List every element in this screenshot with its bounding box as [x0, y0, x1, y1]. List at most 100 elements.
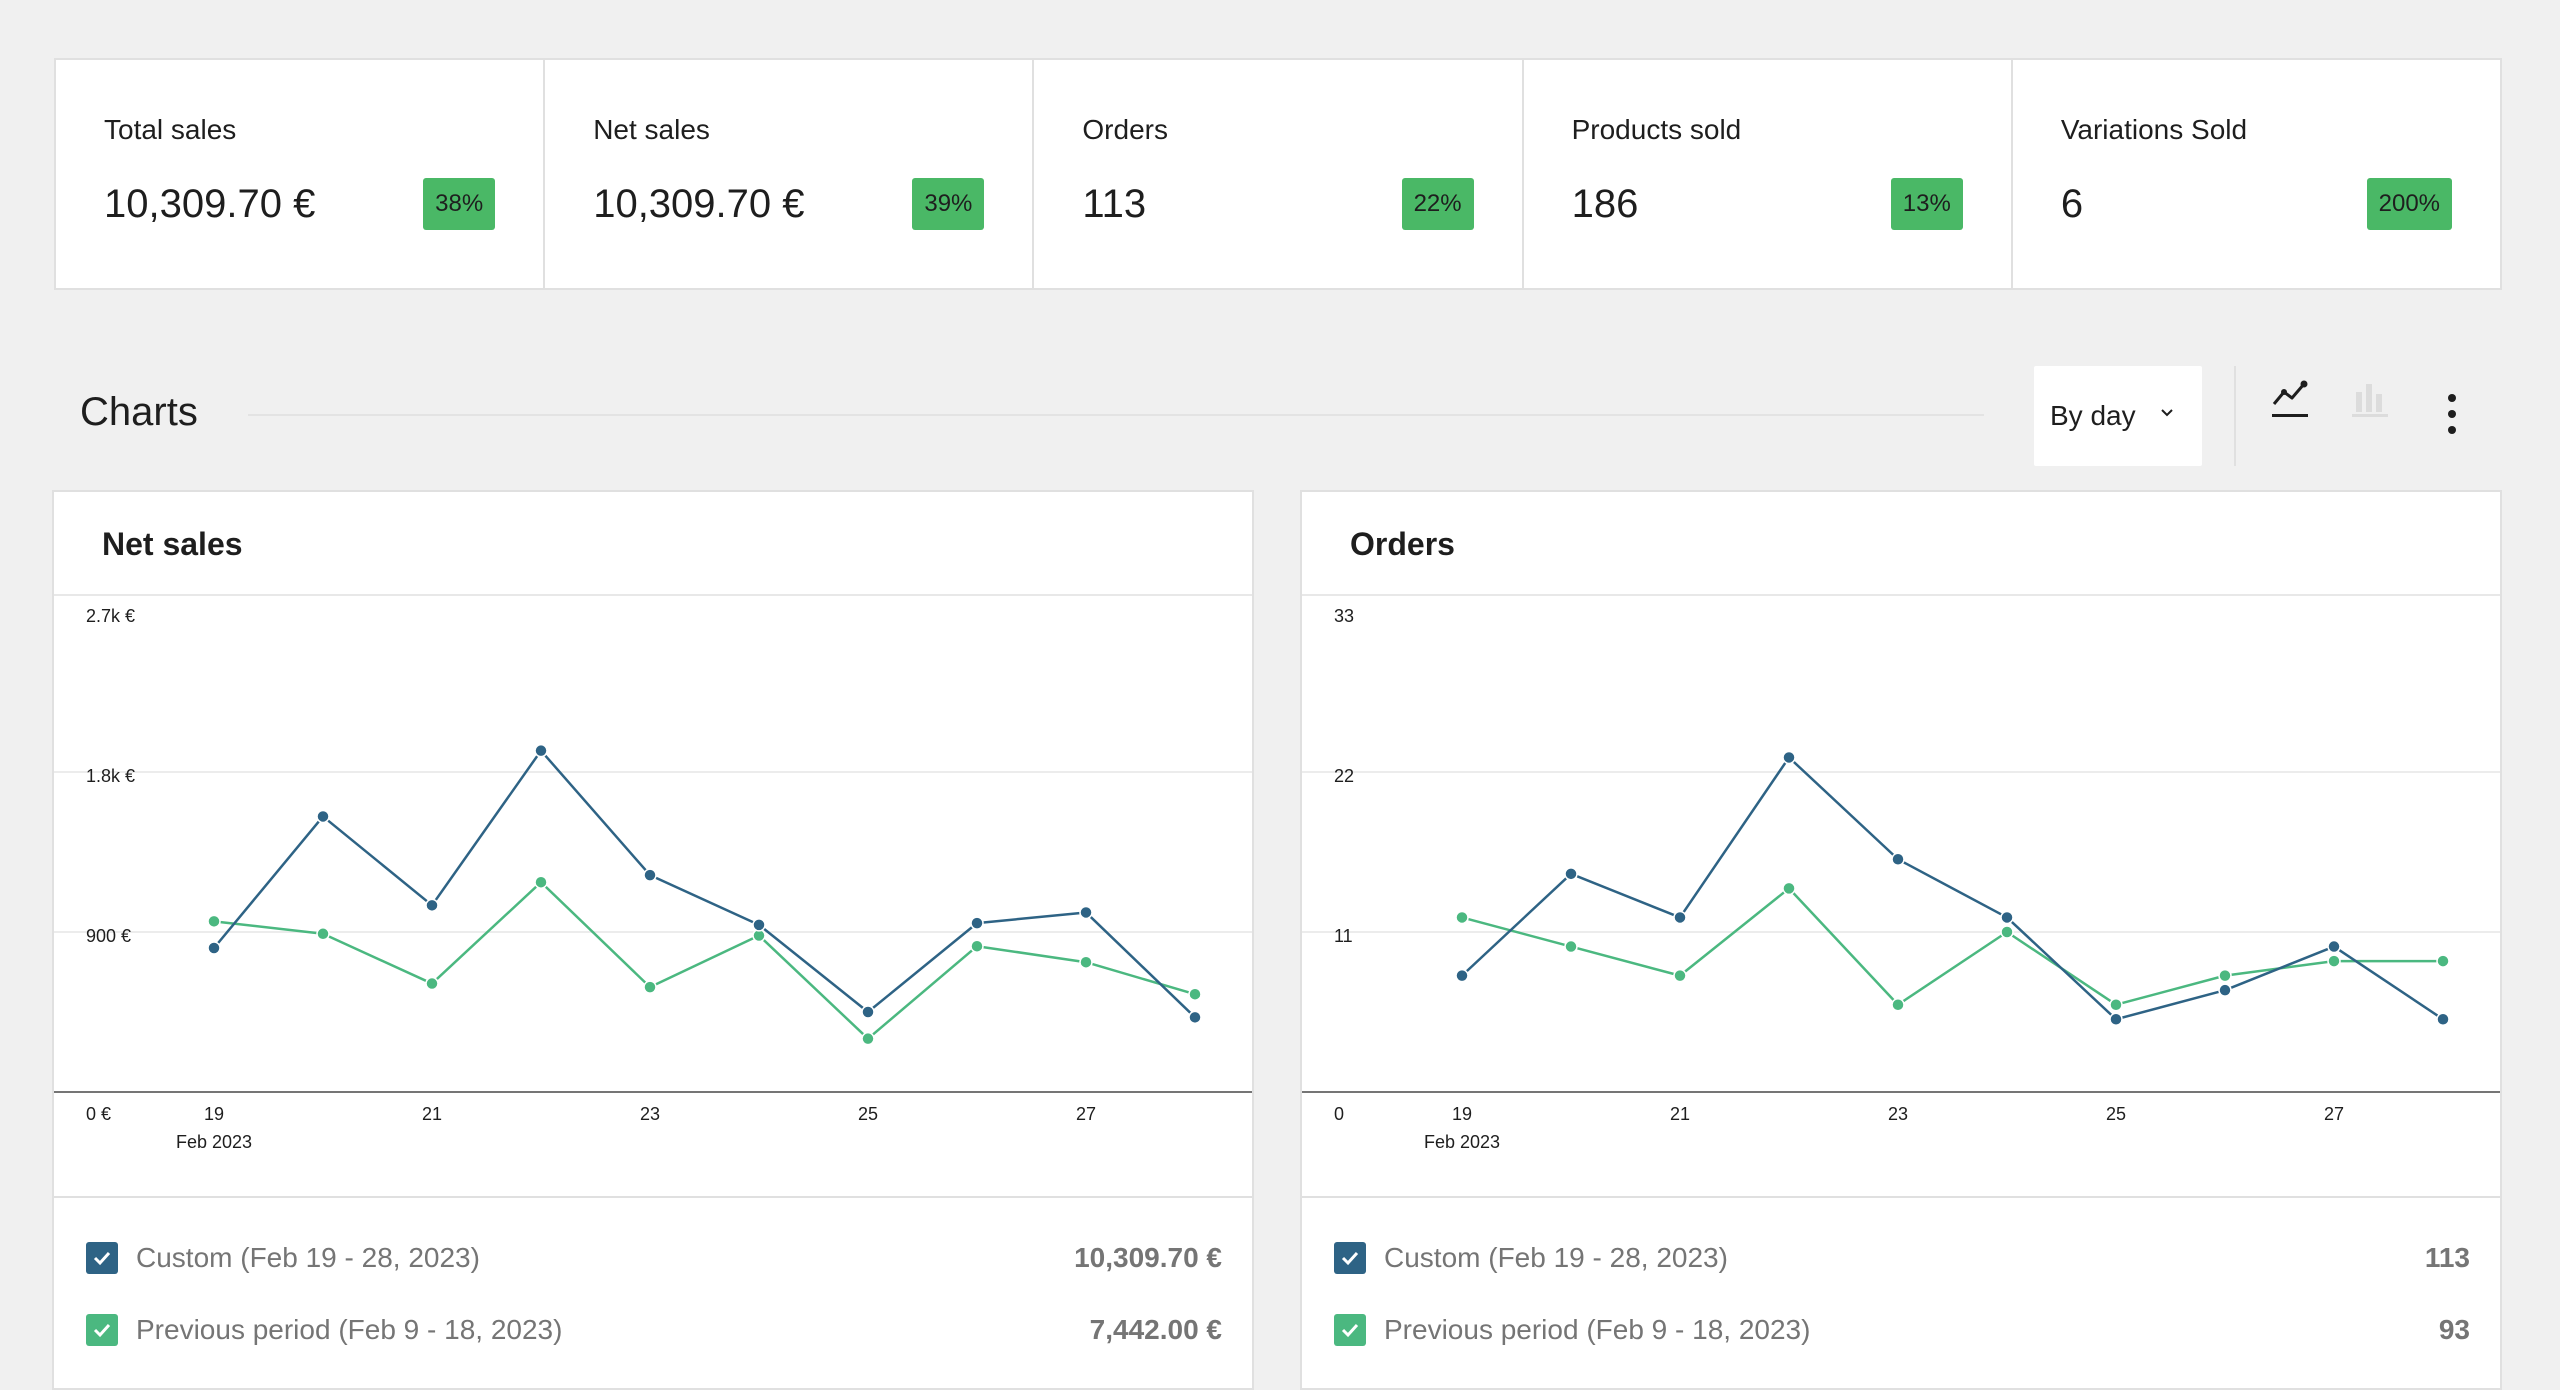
- data-point-current[interactable]: [970, 916, 984, 930]
- stat-orders[interactable]: Orders 113 22%: [1034, 60, 1524, 288]
- legend-label: Custom (Feb 19 - 28, 2023): [136, 1242, 480, 1273]
- delta-badge: 38%: [423, 178, 496, 230]
- checkbox[interactable]: [86, 1314, 118, 1346]
- bar-chart-icon[interactable]: [2342, 370, 2402, 430]
- data-point-current[interactable]: [1673, 910, 1687, 925]
- series-line-current: [213, 749, 1196, 1019]
- toolbar-separator: [2234, 366, 2236, 466]
- checkbox[interactable]: [1334, 1314, 1366, 1346]
- data-point-current[interactable]: [425, 898, 439, 913]
- data-point-previous[interactable]: [2109, 997, 2123, 1012]
- legend-item-current[interactable]: Custom (Feb 19 - 28, 2023) 113: [1334, 1238, 2470, 1278]
- more-vertical-icon[interactable]: [2422, 386, 2482, 446]
- data-point-previous[interactable]: [534, 875, 548, 889]
- data-point-previous[interactable]: [1891, 997, 1905, 1012]
- y-tick-label: 1.8k €: [86, 766, 135, 786]
- data-point-previous[interactable]: [1188, 987, 1202, 1001]
- stat-value: 6: [2060, 182, 2084, 226]
- orders-chart[interactable]: 0 11 22 33 19 21 23 25 27 Feb 2023: [1302, 596, 2500, 1196]
- data-point-previous[interactable]: [425, 976, 439, 991]
- checkbox[interactable]: [86, 1242, 118, 1274]
- data-point-current[interactable]: [1564, 867, 1578, 881]
- data-point-current[interactable]: [1782, 750, 1796, 765]
- data-point-previous[interactable]: [861, 1031, 875, 1046]
- stat-label: Net sales: [593, 114, 710, 145]
- check-icon: [1341, 1323, 1359, 1338]
- y-tick-label: 0: [1334, 1104, 1344, 1124]
- chart-card-net-sales: Net sales 0 € 900 € 1.8k € 2.7k € 19 21 23 25 27…: [52, 490, 1254, 1390]
- x-axis-sublabel: Feb 2023: [1424, 1132, 1500, 1152]
- x-tick-label: 23: [1888, 1104, 1908, 1124]
- interval-select[interactable]: By day: [2034, 366, 2202, 466]
- legend-item-previous[interactable]: Previous period (Feb 9 - 18, 2023) 7,442…: [86, 1310, 1222, 1350]
- y-tick-label: 22: [1334, 766, 1354, 786]
- x-tick-label: 19: [204, 1104, 224, 1124]
- interval-select-value: By day: [2050, 400, 2136, 431]
- stat-value: 10,309.70 €: [593, 182, 805, 226]
- checkbox[interactable]: [1334, 1242, 1366, 1274]
- data-point-current[interactable]: [207, 941, 221, 955]
- stat-variations-sold[interactable]: Variations Sold 6 200%: [2013, 60, 2500, 288]
- stat-label: Products sold: [1571, 114, 1742, 145]
- x-tick-label: 19: [1452, 1104, 1472, 1124]
- legend-total: 93: [2438, 1314, 2470, 1345]
- data-point-current[interactable]: [316, 809, 330, 824]
- legend-total: 7,442.00 €: [1089, 1314, 1222, 1345]
- delta-badge: 22%: [1401, 178, 1474, 230]
- data-point-current[interactable]: [2218, 983, 2232, 997]
- data-point-previous[interactable]: [2000, 925, 2014, 939]
- data-point-previous[interactable]: [1455, 910, 1469, 925]
- stat-value: 10,309.70 €: [104, 182, 316, 226]
- chart-title: Net sales: [102, 526, 243, 562]
- series-line-previous: [213, 880, 1196, 1040]
- data-point-current[interactable]: [1079, 905, 1093, 920]
- legend-item-current[interactable]: Custom (Feb 19 - 28, 2023) 10,309.70 €: [86, 1238, 1222, 1278]
- y-tick-label: 900 €: [86, 926, 131, 946]
- data-point-previous[interactable]: [316, 927, 330, 941]
- data-point-current[interactable]: [861, 1005, 875, 1019]
- check-icon: [1341, 1251, 1359, 1266]
- stat-products-sold[interactable]: Products sold 186 13%: [1524, 60, 2013, 288]
- data-point-current[interactable]: [2109, 1012, 2123, 1027]
- data-point-current[interactable]: [2000, 910, 2014, 925]
- stat-value: 113: [1082, 182, 1147, 226]
- y-tick-label: 2.7k €: [86, 606, 135, 626]
- data-point-current[interactable]: [1891, 852, 1905, 867]
- net-sales-chart[interactable]: 0 € 900 € 1.8k € 2.7k € 19 21 23 25 27 Feb 2023: [54, 596, 1252, 1196]
- data-point-current[interactable]: [1188, 1010, 1202, 1025]
- data-point-previous[interactable]: [1564, 939, 1578, 954]
- delta-badge: 13%: [1890, 178, 1963, 230]
- data-point-previous[interactable]: [207, 914, 221, 929]
- data-point-previous[interactable]: [1782, 881, 1796, 896]
- data-point-previous[interactable]: [970, 939, 984, 953]
- data-point-current[interactable]: [752, 918, 766, 932]
- data-point-previous[interactable]: [1079, 955, 1093, 969]
- delta-badge: 39%: [912, 178, 985, 230]
- summary-stats: Total sales 10,309.70 € 38% Net sales 10…: [54, 58, 2502, 290]
- x-tick-label: 27: [1076, 1104, 1096, 1124]
- x-tick-label: 25: [858, 1104, 878, 1124]
- delta-badge: 200%: [2366, 178, 2453, 230]
- series-line-current: [1461, 756, 2444, 1021]
- data-point-current[interactable]: [1455, 968, 1469, 983]
- x-tick-label: 23: [640, 1104, 660, 1124]
- y-tick-label: 33: [1334, 606, 1354, 626]
- data-point-previous[interactable]: [2218, 968, 2232, 983]
- data-point-current[interactable]: [2327, 939, 2341, 954]
- y-tick-label: 11: [1334, 926, 1353, 946]
- data-point-previous[interactable]: [2436, 954, 2450, 968]
- data-point-previous[interactable]: [643, 980, 657, 994]
- x-tick-label: 27: [2324, 1104, 2344, 1124]
- chart-title: Orders: [1350, 526, 1455, 562]
- legend-label: Previous period (Feb 9 - 18, 2023): [136, 1314, 563, 1345]
- line-chart-icon[interactable]: [2262, 370, 2322, 430]
- check-icon: [93, 1251, 111, 1266]
- legend-item-previous[interactable]: Previous period (Feb 9 - 18, 2023) 93: [1334, 1310, 2470, 1350]
- data-point-current[interactable]: [643, 868, 657, 882]
- stat-total-sales[interactable]: Total sales 10,309.70 € 38%: [56, 60, 546, 288]
- data-point-current[interactable]: [534, 743, 548, 758]
- data-point-previous[interactable]: [2327, 954, 2341, 968]
- data-point-current[interactable]: [2436, 1012, 2450, 1027]
- data-point-previous[interactable]: [1673, 968, 1687, 983]
- stat-net-sales[interactable]: Net sales 10,309.70 € 39%: [545, 60, 1035, 288]
